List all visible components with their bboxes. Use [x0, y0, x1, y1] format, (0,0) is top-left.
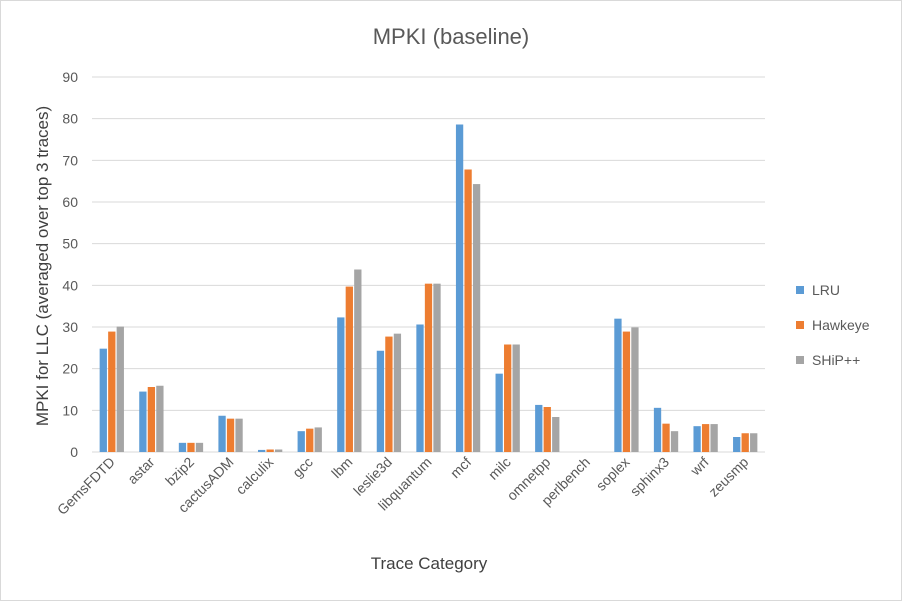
legend-swatch — [796, 286, 804, 294]
y-tick-labels: 0 10 20 30 40 50 60 70 80 90 — [62, 69, 78, 460]
x-tick-label: bzip2 — [162, 454, 197, 489]
x-tick-label: wrf — [687, 454, 712, 479]
y-tick-label: 70 — [62, 152, 78, 168]
bar-lru-calculix — [257, 449, 266, 452]
y-tick-label: 90 — [62, 69, 78, 85]
bar-hawkeye-soplex — [622, 331, 631, 452]
bar-hawkeye-cactusadm — [226, 418, 235, 452]
grid-lines — [92, 76, 765, 453]
bar-hawkeye-milc — [504, 344, 512, 452]
y-tick-label: 80 — [62, 111, 78, 127]
bar-hawkeye-bzip2 — [187, 442, 195, 452]
bar-lru-zeusmp — [733, 437, 741, 452]
bar-ship-mcf — [472, 184, 481, 453]
bar-ship-calculix — [274, 449, 283, 452]
bar-lru-omnetpp — [535, 404, 543, 452]
bar-ship-bzip2 — [195, 442, 204, 452]
y-tick-label: 60 — [62, 194, 78, 210]
bar-lru-wrf — [693, 426, 701, 452]
legend-label: LRU — [812, 282, 840, 298]
bar-ship-lbm — [354, 269, 362, 452]
bar-lru-sphinx3 — [653, 407, 662, 452]
x-tick-label: sphinx3 — [627, 454, 673, 500]
x-tick-label: GemsFDTD — [54, 454, 118, 518]
legend-label: SHiP++ — [812, 352, 860, 368]
bar-lru-leslie3d — [376, 350, 385, 452]
y-tick-label: 20 — [62, 361, 78, 377]
bar-hawkeye-calculix — [266, 449, 274, 452]
legend: LRU Hawkeye SHiP++ — [796, 282, 870, 368]
bar-lru-gemsfdtd — [99, 348, 107, 452]
x-tick-label: milc — [485, 454, 514, 483]
bar-lru-bzip2 — [178, 442, 187, 452]
bar-hawkeye-gemsfdtd — [108, 331, 116, 452]
y-tick-label: 0 — [70, 444, 78, 460]
bar-ship-sphinx3 — [670, 431, 679, 452]
bar-lru-gcc — [297, 431, 305, 452]
bar-hawkeye-wrf — [701, 424, 710, 452]
y-tick-label: 50 — [62, 236, 78, 252]
bar-lru-astar — [139, 391, 147, 452]
x-tick-label: astar — [124, 454, 158, 488]
bar-ship-milc — [512, 344, 520, 452]
bar-hawkeye-mcf — [464, 169, 472, 452]
y-tick-label: 10 — [62, 402, 78, 418]
chart-title: MPKI (baseline) — [373, 24, 530, 49]
y-tick-label: 40 — [62, 277, 78, 293]
bar-lru-mcf — [455, 124, 464, 452]
bar-ship-soplex — [631, 327, 639, 452]
bar-hawkeye-astar — [147, 387, 156, 452]
bar-hawkeye-zeusmp — [741, 433, 749, 452]
bar-ship-zeusmp — [750, 433, 758, 452]
legend-swatch — [796, 356, 804, 364]
legend-label: Hawkeye — [812, 317, 870, 333]
bar-lru-libquantum — [416, 324, 424, 452]
x-tick-label: calculix — [232, 454, 276, 498]
bar-ship-gcc — [314, 427, 322, 452]
bar-lru-soplex — [614, 318, 622, 452]
bar-lru-lbm — [337, 317, 345, 452]
bar-ship-astar — [156, 385, 164, 452]
x-tick-label: mcf — [447, 454, 474, 481]
bar-hawkeye-sphinx3 — [662, 423, 670, 452]
bar-ship-leslie3d — [393, 333, 402, 452]
bars — [99, 124, 758, 453]
bar-ship-omnetpp — [552, 417, 560, 452]
bar-hawkeye-leslie3d — [385, 336, 393, 452]
y-tick-label: 30 — [62, 319, 78, 335]
bar-ship-cactusadm — [235, 418, 243, 452]
bar-hawkeye-omnetpp — [543, 407, 551, 452]
bar-ship-wrf — [710, 424, 718, 452]
bar-ship-gemsfdtd — [116, 326, 124, 452]
y-axis-title: MPKI for LLC (averaged over top 3 traces… — [33, 106, 52, 426]
x-axis-title: Trace Category — [371, 554, 488, 573]
bar-hawkeye-gcc — [306, 428, 314, 452]
x-tick-label: gcc — [289, 454, 316, 481]
x-tick-label: zeusmp — [705, 454, 751, 500]
bar-ship-libquantum — [433, 283, 441, 452]
bar-hawkeye-lbm — [345, 286, 353, 452]
bar-lru-cactusadm — [218, 415, 226, 452]
bar-hawkeye-libquantum — [424, 283, 433, 452]
x-tick-label: lbm — [328, 454, 355, 481]
bar-lru-milc — [495, 373, 503, 452]
legend-swatch — [796, 321, 804, 329]
